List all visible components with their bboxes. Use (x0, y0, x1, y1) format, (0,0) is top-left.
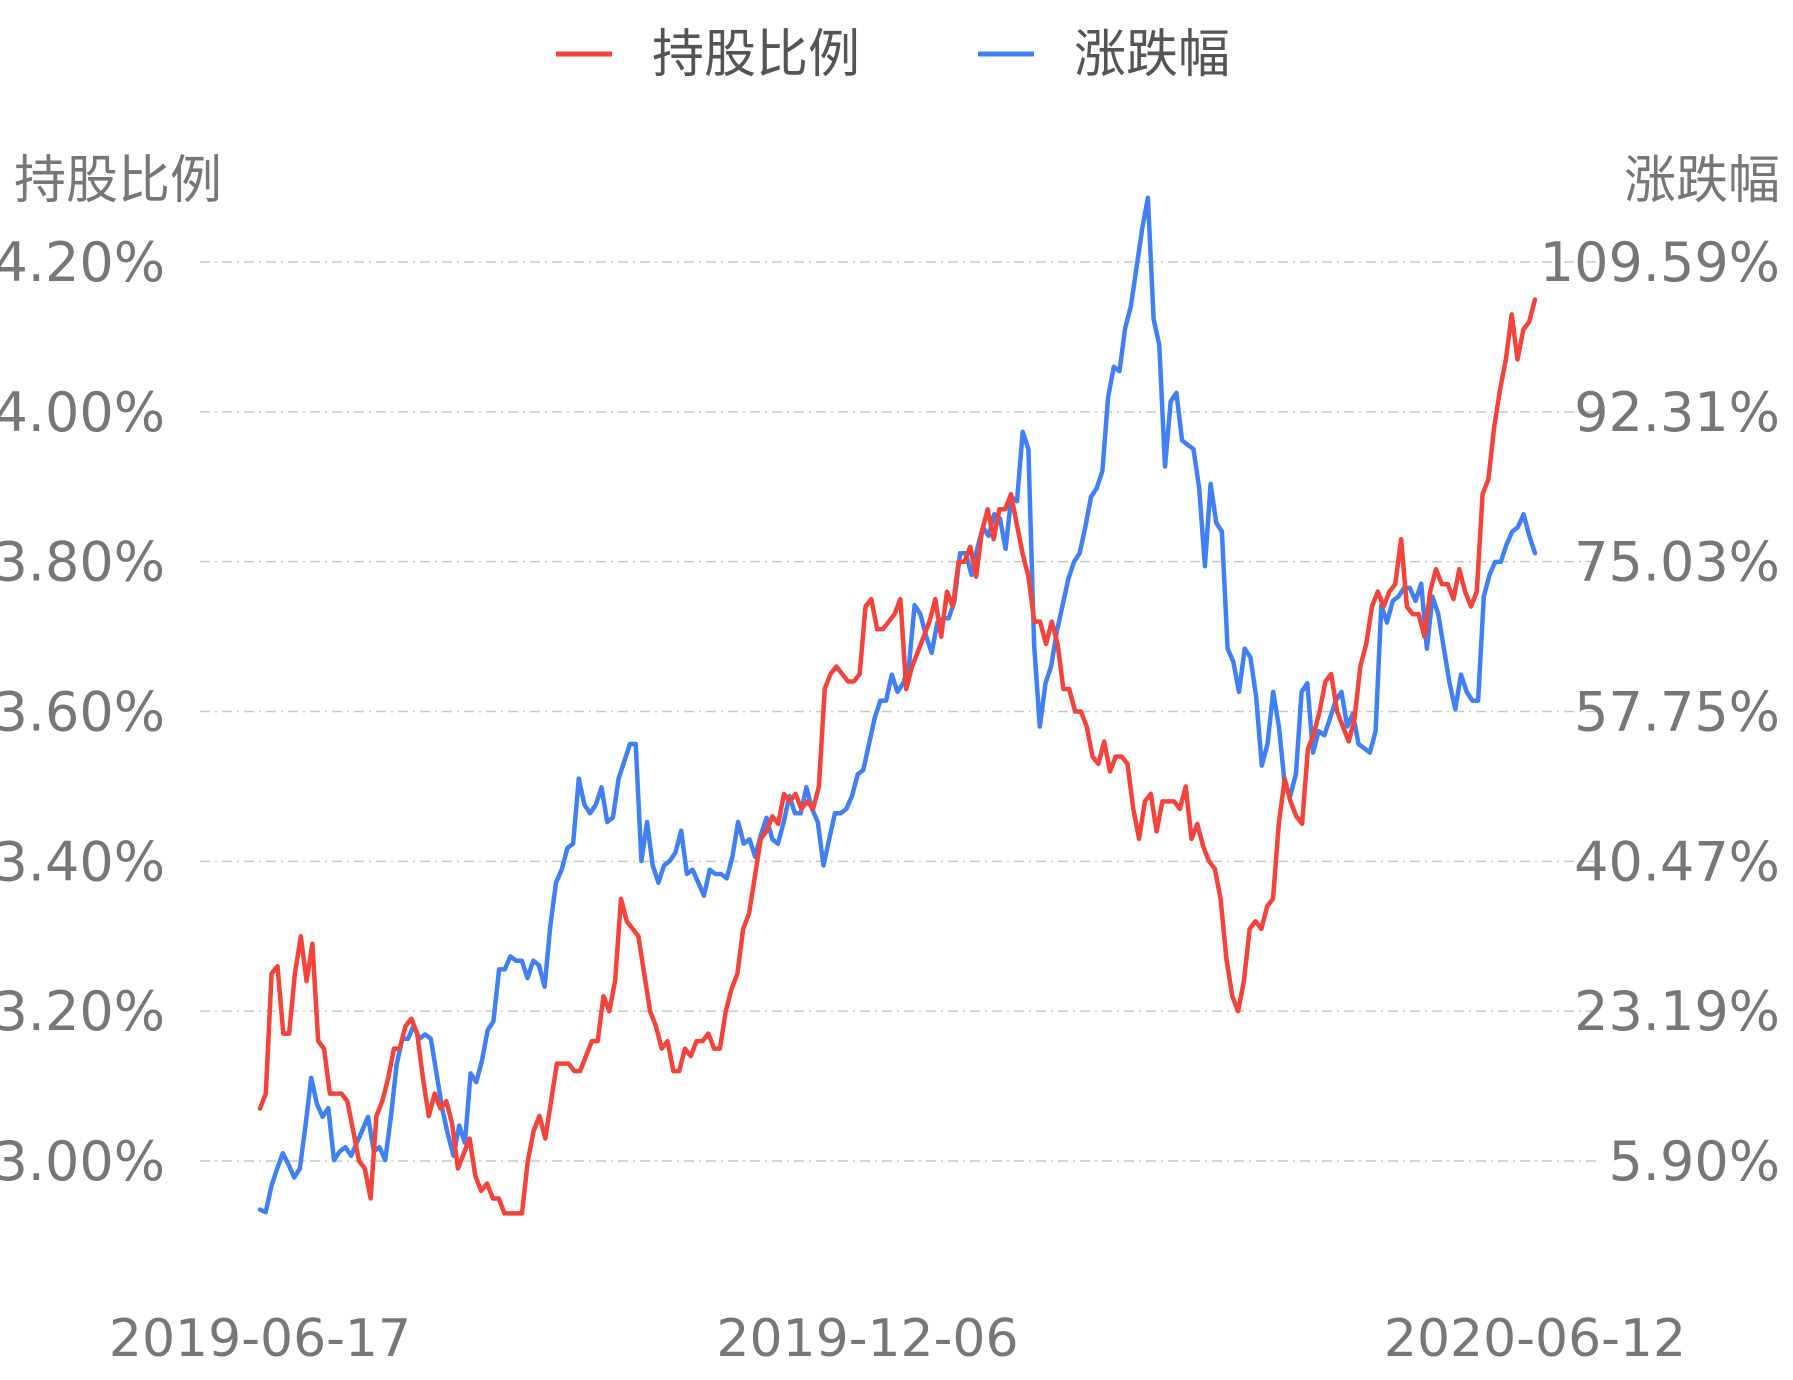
right-axis-title: 涨跌幅 (1624, 151, 1780, 211)
left-tick-label: 3.80% (0, 531, 165, 594)
left-tick-label: 3.40% (0, 830, 165, 893)
series-layer (257, 195, 1538, 1216)
x-tick-label: 2019-12-06 (716, 1309, 1018, 1369)
left-tick-label: 3.20% (0, 980, 165, 1043)
x-axis-ticks: 2019-06-17 2019-12-06 2020-06-12 (109, 1309, 1686, 1369)
right-axis-ticks: 109.59% 92.31% 75.03% 57.75% 40.47% 23.19% 5.9… (1540, 231, 1780, 1193)
right-tick-label: 5.90% (1608, 1130, 1780, 1193)
right-tick-label: 23.19% (1574, 980, 1780, 1043)
left-axis-title: 持股比例 (14, 151, 222, 211)
left-tick-label: 4.00% (0, 381, 165, 444)
gridlines (200, 261, 1597, 1162)
left-tick-label: 3.00% (0, 1130, 165, 1193)
left-tick-label: 3.60% (0, 681, 165, 744)
legend-item-shareholding[interactable]: 持股比例 (556, 25, 860, 85)
legend: 持股比例 涨跌幅 (556, 25, 1230, 85)
series-line-change (257, 195, 1538, 1215)
right-tick-label: 109.59% (1540, 231, 1780, 294)
left-tick-label: 4.20% (0, 231, 165, 294)
right-tick-label: 40.47% (1574, 830, 1780, 893)
legend-label-change: 涨跌幅 (1074, 25, 1230, 85)
left-axis-ticks: 4.20% 4.00% 3.80% 3.60% 3.40% 3.20% 3.00% (0, 231, 165, 1193)
series-line-shareholding (257, 297, 1538, 1216)
x-tick-label: 2019-06-17 (109, 1309, 411, 1369)
right-tick-label: 57.75% (1574, 681, 1780, 744)
legend-label-shareholding: 持股比例 (652, 25, 860, 85)
right-tick-label: 75.03% (1574, 531, 1780, 594)
x-tick-label: 2020-06-12 (1384, 1309, 1686, 1369)
right-tick-label: 92.31% (1574, 381, 1780, 444)
legend-item-change[interactable]: 涨跌幅 (978, 25, 1230, 85)
